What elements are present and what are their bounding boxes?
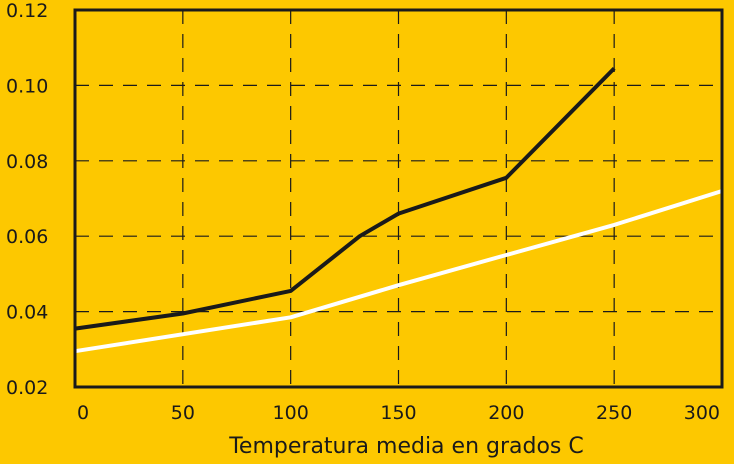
series-line-1 [74, 66, 616, 331]
y-tick-label: 0.12 [6, 0, 48, 22]
x-tick-label: 250 [596, 402, 632, 424]
x-tick-labels: 0 50 100 150 200 250 300 [77, 402, 720, 424]
y-tick-label: 0.10 [6, 75, 48, 97]
y-tick-label: 0.02 [6, 377, 48, 399]
x-tick-label: 300 [684, 402, 720, 424]
x-tick-label: 100 [273, 402, 309, 424]
x-tick-label: 0 [77, 402, 89, 424]
y-tick-label: 0.04 [6, 302, 48, 324]
x-tick-label: 50 [171, 402, 195, 424]
y-tick-labels: 0.02 0.04 0.06 0.08 0.10 0.12 [6, 0, 48, 399]
y-tick-label: 0.08 [6, 151, 48, 173]
x-tick-label: 150 [380, 402, 416, 424]
x-axis-label: Temperatura media en grados C [228, 434, 584, 459]
grid-lines [75, 10, 722, 387]
series-lines [74, 66, 723, 354]
y-tick-label: 0.06 [6, 226, 48, 248]
x-tick-label: 200 [488, 402, 524, 424]
series-line-2 [74, 189, 723, 354]
plot-frame [73, 8, 724, 389]
